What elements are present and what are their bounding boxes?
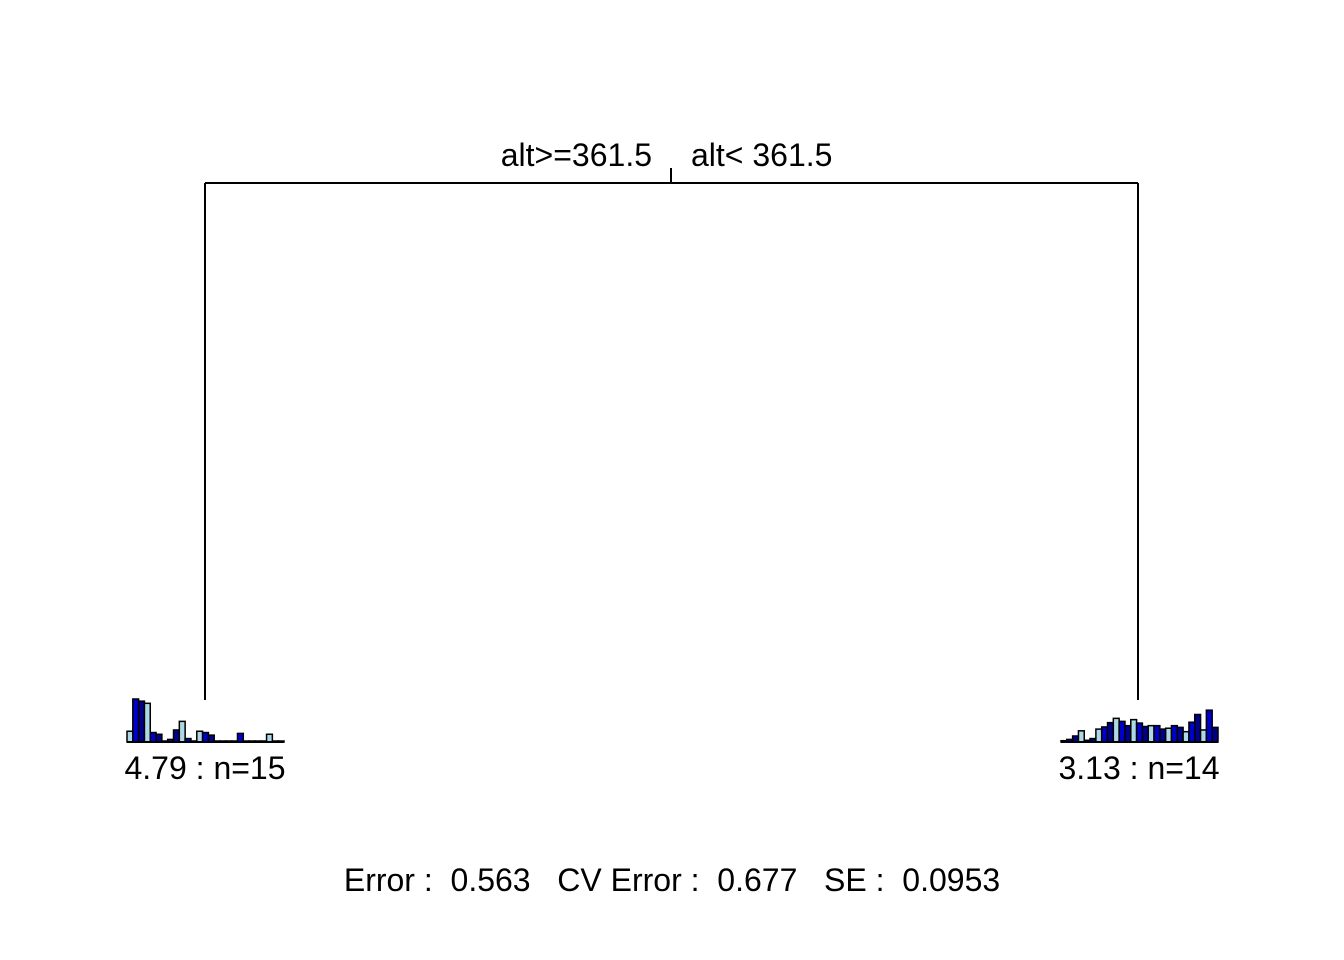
histogram-bar <box>1077 730 1085 743</box>
histogram-bar <box>143 702 152 743</box>
histogram-bar <box>1130 718 1138 743</box>
histogram-bar <box>1124 724 1132 743</box>
histogram-bar <box>201 731 210 743</box>
histogram-bar <box>1193 713 1202 743</box>
leaf-histogram-right <box>1060 709 1219 743</box>
leaf-histogram-left <box>126 698 285 743</box>
histogram-bar <box>1205 709 1213 743</box>
histogram-bar <box>1188 721 1196 743</box>
histogram-bar <box>1135 722 1144 743</box>
histogram-bar <box>265 733 274 743</box>
histogram-bar <box>1095 728 1103 743</box>
histogram-bar <box>207 734 215 743</box>
histogram-bar <box>1211 726 1219 743</box>
histogram-bar <box>1176 726 1184 743</box>
histogram-bar <box>196 730 204 743</box>
histogram-bar <box>1182 730 1190 743</box>
error-summary: Error : 0.563 CV Error : 0.677 SE : 0.09… <box>344 862 1000 898</box>
histogram-bar <box>1112 717 1120 743</box>
histogram-bar <box>178 720 186 743</box>
histogram-bar <box>126 730 134 743</box>
histogram-bar <box>1164 727 1173 743</box>
histogram-bar <box>155 733 163 743</box>
histogram-bar <box>1147 724 1155 743</box>
histogram-bar <box>132 698 140 743</box>
histogram-bar <box>149 731 157 743</box>
leaf-label-right: 3.13 : n=14 <box>1058 750 1219 786</box>
histogram-bar <box>172 729 181 743</box>
leaf-label-left: 4.79 : n=15 <box>124 750 285 786</box>
histogram-bar <box>1118 720 1126 743</box>
split-label-left: alt>=361.5 <box>501 137 652 173</box>
histogram-bar <box>1106 721 1115 743</box>
histogram-bar <box>1199 729 1208 743</box>
histogram-bar <box>1159 728 1167 743</box>
histogram-bar <box>1141 725 1149 743</box>
histogram-bar <box>236 732 245 743</box>
histogram-bar <box>1100 726 1109 743</box>
histogram-bar <box>1170 724 1179 743</box>
histogram-bar <box>137 700 146 743</box>
histogram-bar <box>1153 724 1161 743</box>
split-label-right: alt< 361.5 <box>691 137 832 173</box>
